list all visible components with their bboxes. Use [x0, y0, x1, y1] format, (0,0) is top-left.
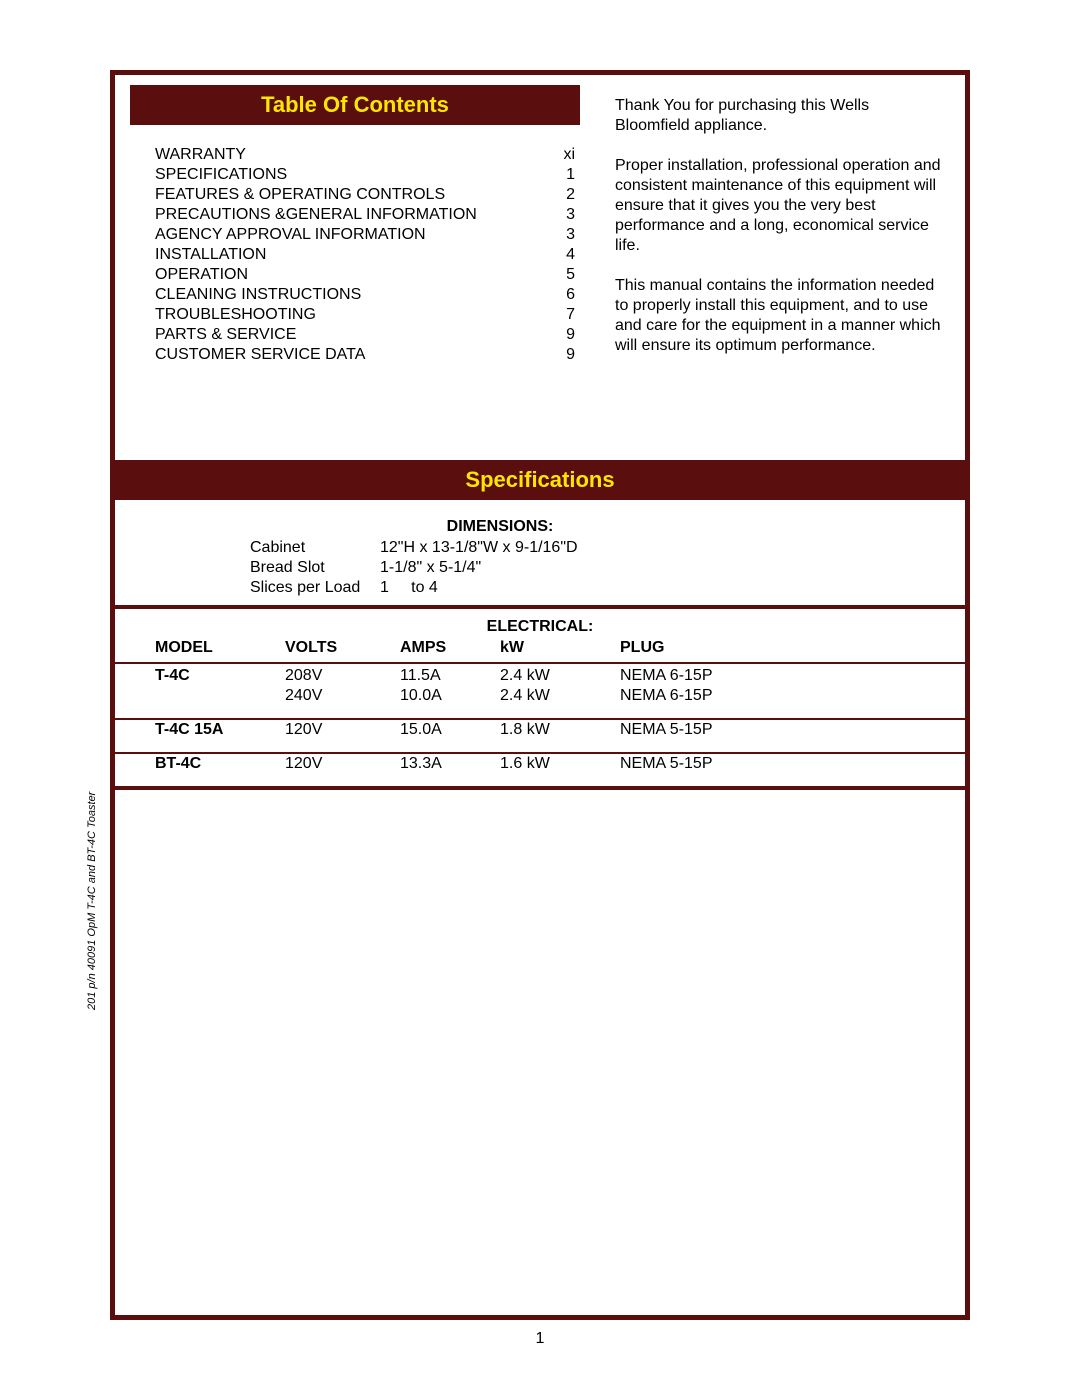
dim-row: Bread Slot1-1/8" x 5-1/4" — [250, 558, 850, 578]
intro-text: Thank You for purchasing this Wells Bloo… — [615, 96, 945, 376]
toc-page: 1 — [566, 165, 575, 185]
spec-header: Specifications — [115, 460, 965, 500]
toc-page: 5 — [566, 265, 575, 285]
cell-model: T-4C — [155, 666, 285, 686]
electrical-title: ELECTRICAL: — [115, 618, 965, 636]
elec-header-row: MODEL VOLTS AMPS kW PLUG — [155, 638, 875, 658]
toc-label: CUSTOMER SERVICE DATA — [155, 345, 365, 365]
toc-row: TROUBLESHOOTING 7 — [155, 305, 575, 325]
toc-label: AGENCY APPROVAL INFORMATION — [155, 225, 426, 245]
toc-label: INSTALLATION — [155, 245, 266, 265]
dim-value: 1 to 4 — [380, 578, 438, 598]
cell-volts: 208V — [285, 666, 400, 686]
toc-page: xi — [563, 145, 575, 165]
toc-row: WARRANTY xi — [155, 145, 575, 165]
cell-model — [155, 686, 285, 706]
col-amps-header: AMPS — [400, 638, 500, 658]
toc-label: FEATURES & OPERATING CONTROLS — [155, 185, 445, 205]
toc-page: 4 — [566, 245, 575, 265]
dim-value: 1-1/8" x 5-1/4" — [380, 558, 481, 578]
dim-label: Bread Slot — [250, 558, 380, 578]
toc-row: PARTS & SERVICE 9 — [155, 325, 575, 345]
intro-p2: Proper installation, professional operat… — [615, 156, 945, 256]
toc-page: 6 — [566, 285, 575, 305]
toc-row: AGENCY APPROVAL INFORMATION 3 — [155, 225, 575, 245]
dim-label: Cabinet — [250, 538, 380, 558]
cell-plug: NEMA 6-15P — [620, 686, 800, 706]
toc-row: FEATURES & OPERATING CONTROLS 2 — [155, 185, 575, 205]
cell-model: BT-4C — [155, 754, 285, 774]
cell-model: T-4C 15A — [155, 720, 285, 740]
divider — [115, 786, 965, 790]
cell-amps: 13.3A — [400, 754, 500, 774]
toc-label: WARRANTY — [155, 145, 246, 165]
side-note: 201 p/n 40091 OpM T-4C and BT-4C Toaster — [86, 792, 98, 1010]
page-number: 1 — [0, 1330, 1080, 1348]
col-plug-header: PLUG — [620, 638, 800, 658]
dim-label: Slices per Load — [250, 578, 380, 598]
col-volts-header: VOLTS — [285, 638, 400, 658]
toc-label: SPECIFICATIONS — [155, 165, 287, 185]
toc-label: PARTS & SERVICE — [155, 325, 296, 345]
elec-row: T-4C 208V 11.5A 2.4 kW NEMA 6-15P — [155, 666, 875, 686]
elec-row: T-4C 15A 120V 15.0A 1.8 kW NEMA 5-15P — [155, 720, 875, 740]
toc-row: OPERATION 5 — [155, 265, 575, 285]
cell-volts: 120V — [285, 720, 400, 740]
toc-header: Table Of Contents — [130, 85, 580, 125]
cell-plug: NEMA 6-15P — [620, 666, 800, 686]
cell-plug: NEMA 5-15P — [620, 754, 800, 774]
toc-row: PRECAUTIONS &GENERAL INFORMATION 3 — [155, 205, 575, 225]
cell-amps: 15.0A — [400, 720, 500, 740]
toc-page: 7 — [566, 305, 575, 325]
divider — [115, 605, 965, 609]
col-kw-header: kW — [500, 638, 620, 658]
cell-amps: 10.0A — [400, 686, 500, 706]
toc-page: 2 — [566, 185, 575, 205]
cell-kw: 1.6 kW — [500, 754, 620, 774]
toc-page: 3 — [566, 225, 575, 245]
cell-kw: 1.8 kW — [500, 720, 620, 740]
toc-page: 9 — [566, 345, 575, 365]
toc-label: PRECAUTIONS &GENERAL INFORMATION — [155, 205, 477, 225]
dim-row: Slices per Load1 to 4 — [250, 578, 850, 598]
cell-plug: NEMA 5-15P — [620, 720, 800, 740]
divider — [115, 752, 965, 754]
cell-amps: 11.5A — [400, 666, 500, 686]
cell-volts: 240V — [285, 686, 400, 706]
divider — [115, 718, 965, 720]
cell-kw: 2.4 kW — [500, 666, 620, 686]
toc-page: 9 — [566, 325, 575, 345]
intro-p1: Thank You for purchasing this Wells Bloo… — [615, 96, 945, 136]
intro-p3: This manual contains the information nee… — [615, 276, 945, 356]
toc-row: CLEANING INSTRUCTIONS 6 — [155, 285, 575, 305]
toc-label: CLEANING INSTRUCTIONS — [155, 285, 361, 305]
dim-value: 12"H x 13-1/8"W x 9-1/16"D — [380, 538, 578, 558]
elec-row: BT-4C 120V 13.3A 1.6 kW NEMA 5-15P — [155, 754, 875, 774]
toc-page: 3 — [566, 205, 575, 225]
toc-label: OPERATION — [155, 265, 248, 285]
toc-row: INSTALLATION 4 — [155, 245, 575, 265]
cell-volts: 120V — [285, 754, 400, 774]
toc-list: WARRANTY xi SPECIFICATIONS 1 FEATURES & OP… — [155, 145, 575, 365]
dimensions-title: DIMENSIONS: — [250, 518, 750, 536]
toc-row: SPECIFICATIONS 1 — [155, 165, 575, 185]
dim-row: Cabinet12"H x 13-1/8"W x 9-1/16"D — [250, 538, 850, 558]
dimensions-block: DIMENSIONS: Cabinet12"H x 13-1/8"W x 9-1… — [250, 518, 850, 598]
elec-row: 240V 10.0A 2.4 kW NEMA 6-15P — [155, 686, 875, 706]
divider — [115, 662, 965, 664]
toc-row: CUSTOMER SERVICE DATA 9 — [155, 345, 575, 365]
toc-label: TROUBLESHOOTING — [155, 305, 316, 325]
col-model-header: MODEL — [155, 638, 285, 658]
cell-kw: 2.4 kW — [500, 686, 620, 706]
